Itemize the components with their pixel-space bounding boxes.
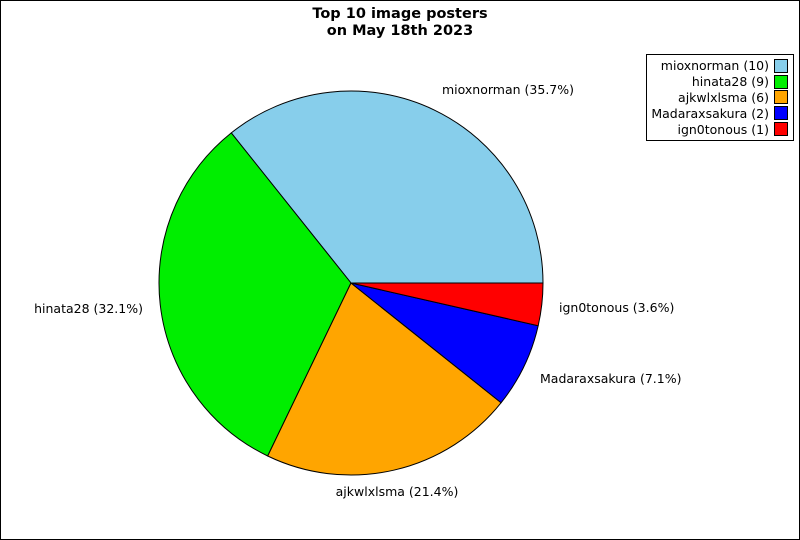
slice-label-ign0tonous: ign0tonous (3.6%) bbox=[559, 300, 675, 315]
pie-slice-mioxnorman bbox=[230, 90, 544, 284]
legend-label: Madaraxsakura (2) bbox=[651, 105, 769, 121]
legend-label: ign0tonous (1) bbox=[677, 121, 769, 137]
slice-label-ajkwlxlsma: ajkwlxlsma (21.4%) bbox=[335, 484, 459, 499]
chart-title: Top 10 image posters on May 18th 2023 bbox=[1, 6, 799, 40]
chart-title-line1: Top 10 image posters bbox=[312, 6, 488, 22]
slice-label-madaraxsakura: Madaraxsakura (7.1%) bbox=[540, 371, 682, 386]
legend-swatch-ign0tonous bbox=[774, 122, 788, 137]
pie-slice-ajkwlxlsma bbox=[267, 282, 502, 476]
legend-row-madaraxsakura: Madaraxsakura (2) bbox=[651, 105, 788, 121]
legend-row-mioxnorman: mioxnorman (10) bbox=[651, 58, 788, 74]
legend-row-hinata28: hinata28 (9) bbox=[651, 74, 788, 90]
slice-label-mioxnorman: mioxnorman (35.7%) bbox=[442, 82, 574, 97]
legend-box: mioxnorman (10) hinata28 (9) ajkwlxlsma … bbox=[646, 54, 794, 141]
legend-swatch-mioxnorman bbox=[774, 58, 788, 73]
legend-label: mioxnorman (10) bbox=[660, 58, 769, 74]
legend-swatch-hinata28 bbox=[774, 74, 788, 89]
legend-label: hinata28 (9) bbox=[691, 74, 769, 90]
pie-slice-hinata28 bbox=[158, 132, 352, 457]
pie-slice-ign0tonous bbox=[350, 282, 544, 327]
legend-label: ajkwlxlsma (6) bbox=[678, 89, 769, 105]
legend-swatch-ajkwlxlsma bbox=[774, 90, 788, 105]
legend-row-ign0tonous: ign0tonous (1) bbox=[651, 121, 788, 137]
legend-swatch-madaraxsakura bbox=[774, 106, 788, 121]
legend-row-ajkwlxlsma: ajkwlxlsma (6) bbox=[651, 90, 788, 106]
slice-label-hinata28: hinata28 (32.1%) bbox=[34, 301, 143, 316]
chart-title-line2: on May 18th 2023 bbox=[326, 23, 474, 39]
